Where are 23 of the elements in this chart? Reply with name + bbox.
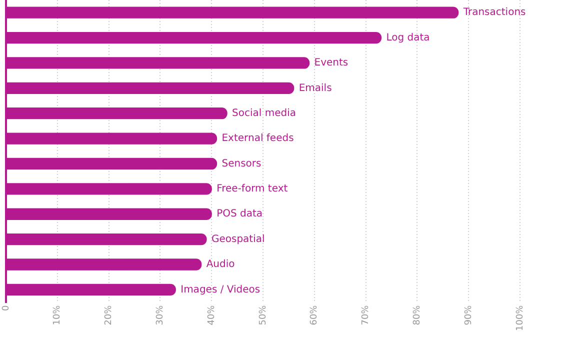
y-tick-label: Emails [298,82,332,94]
x-tick-label: 70% [361,304,372,326]
y-tick-label: External feeds [222,133,294,144]
y-tick-label: Transactions [462,7,526,18]
x-tick-label: 90% [464,304,474,326]
x-tick-label: 0 [1,305,12,312]
y-tick-label: Social media [232,108,296,119]
x-tick-label: 100% [515,304,526,332]
x-tick-label: 40% [206,304,217,326]
x-tick-label: 20% [104,304,114,326]
y-tick-label: Images / Videos [180,284,260,296]
x-tick-label: 10% [52,304,63,326]
y-tick-label: Geospatial [211,234,265,245]
y-tick-label: Log data [386,32,430,44]
y-tick-label: POS data [216,208,263,220]
x-tick-label: 60% [310,304,320,326]
y-tick-label: Audio [206,259,235,270]
y-tick-label: Sensors [222,158,262,170]
x-tick-label: 50% [258,304,268,326]
y-tick-label: Events [314,58,348,69]
x-tick-label: 30% [156,304,166,326]
y-tick-label: Free-form text [216,184,288,195]
x-tick-label: 80% [412,304,423,326]
